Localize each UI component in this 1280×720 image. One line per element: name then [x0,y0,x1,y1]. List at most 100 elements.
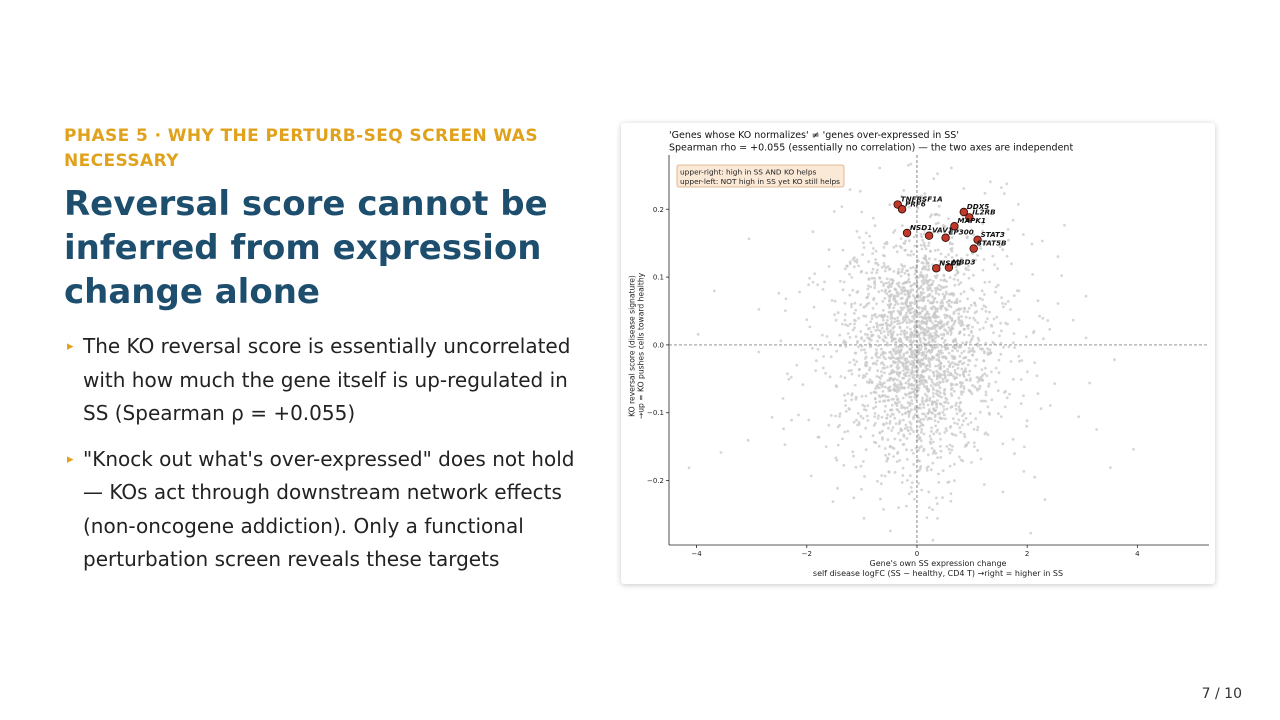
background-point [921,423,925,427]
background-point [902,306,906,310]
background-point [896,302,900,306]
background-point [989,180,992,184]
background-point [962,272,966,276]
background-point [907,360,910,364]
background-point [951,365,955,369]
background-point [920,488,924,492]
background-point [931,412,934,415]
background-point [892,297,896,301]
background-point [964,342,968,346]
background-point [864,394,868,398]
background-point [913,320,917,324]
background-point [962,387,966,391]
background-point [938,394,941,398]
background-point [963,327,966,331]
background-point [945,285,948,289]
background-point [1005,182,1009,186]
background-point [957,315,961,319]
background-point [921,238,924,242]
background-point [966,310,970,313]
background-point [918,436,922,440]
background-point [895,282,899,286]
background-point [687,466,691,470]
background-point [828,341,831,344]
background-point [931,392,935,395]
background-point [929,369,932,372]
background-point [896,316,900,320]
background-point [951,417,955,420]
background-point [976,448,979,452]
background-point [903,293,907,296]
background-point [914,413,917,417]
background-point [925,322,928,326]
background-point [904,423,908,427]
background-point [898,339,902,343]
background-point [805,318,809,321]
background-point [872,314,876,317]
background-point [896,360,900,364]
background-point [896,397,900,401]
background-point [921,198,924,201]
background-point [874,401,878,404]
background-point [811,280,815,284]
background-point [852,265,856,269]
background-point [928,293,932,297]
bullet-item: ▸ "Knock out what's over-expressed" does… [64,443,584,577]
background-point [959,390,963,394]
background-point [875,348,878,352]
background-point [941,496,944,499]
background-point [886,265,890,268]
background-point [905,504,908,508]
background-point [854,465,858,469]
background-point [1015,289,1019,293]
background-point [988,280,991,284]
background-point [984,309,988,313]
background-point [909,253,912,257]
x-tick-label: 4 [1135,550,1140,558]
background-point [1025,370,1029,374]
background-point [924,347,928,350]
background-point [904,248,907,252]
background-point [935,300,939,304]
background-point [893,401,897,404]
background-point [990,370,993,374]
background-point [875,323,879,327]
background-point [958,354,962,358]
background-point [994,290,997,294]
background-point [878,356,881,359]
background-point [957,283,961,286]
background-point [969,303,973,307]
background-point [914,405,917,409]
background-point [807,418,811,422]
background-point [963,307,967,311]
y-tick-label: 0.0 [653,341,664,349]
background-point [882,508,885,511]
background-point [883,474,887,478]
background-point [849,369,853,372]
background-point [889,317,893,320]
background-point [864,351,867,355]
background-point [850,276,854,279]
background-point [976,380,980,384]
background-point [884,321,888,325]
background-point [817,435,821,439]
background-point [874,329,878,332]
background-point [914,366,917,369]
background-point [958,426,962,430]
background-point [889,444,892,448]
background-point [925,331,929,334]
background-point [808,325,812,329]
background-point [862,241,865,245]
x-tick-label: −4 [691,550,702,558]
background-point [956,278,960,282]
background-point [951,327,955,330]
background-point [917,346,921,349]
background-point [947,253,950,257]
background-point [976,336,980,340]
background-point [848,336,852,339]
background-point [896,309,900,313]
background-point [867,278,871,281]
background-point [913,300,917,303]
background-point [844,345,848,348]
background-point [946,401,950,405]
